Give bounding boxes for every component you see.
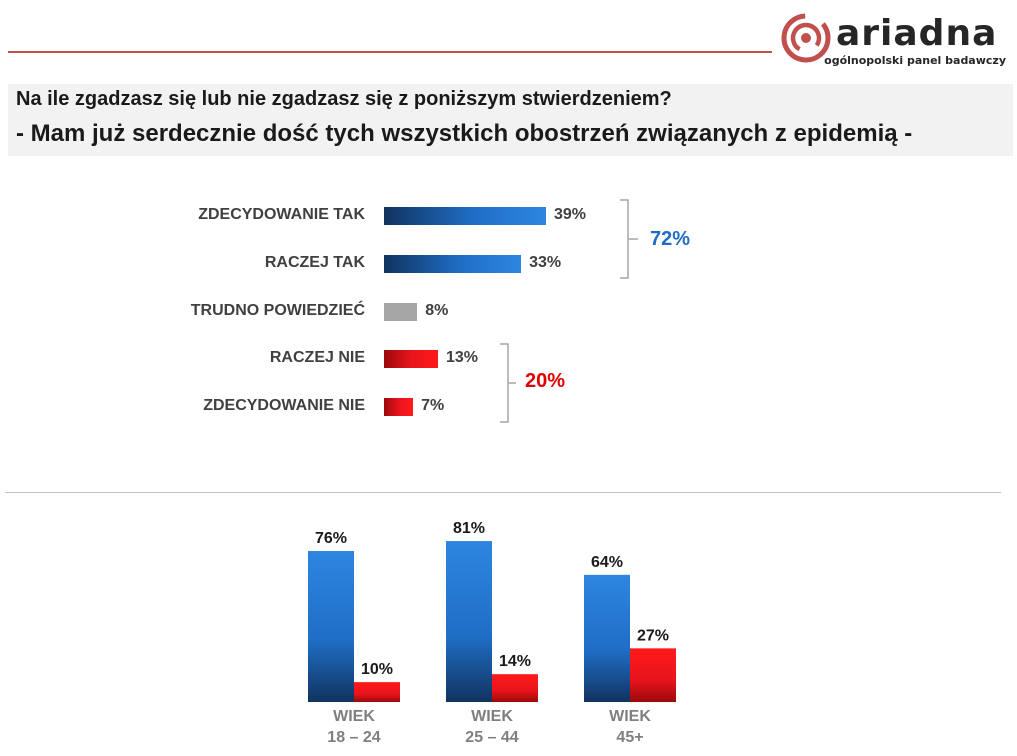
- age-group-label: WIEK 45+: [575, 706, 685, 748]
- age-group-label: WIEK 25 – 44: [437, 706, 547, 748]
- bar-disagree: [492, 674, 538, 702]
- row-label: TRUDNO POWIEDZIEĆ: [190, 302, 365, 319]
- row-label: ZDECYDOWANIE NIE: [203, 397, 365, 414]
- bracket-agree: [620, 199, 638, 279]
- row-label: RACZEJ NIE: [269, 349, 365, 366]
- bar-value-label: 10%: [361, 661, 393, 678]
- bar-value-label: 64%: [591, 554, 623, 571]
- logo-wordmark: ariadna: [836, 13, 998, 54]
- bar-value-label: 14%: [499, 653, 531, 670]
- age-group-label-prefix: WIEK: [333, 708, 375, 725]
- bar-value-label: 81%: [453, 520, 485, 537]
- bracket-disagree: [500, 343, 516, 423]
- hbar: [384, 207, 546, 225]
- hbar: [384, 303, 418, 321]
- hbar-value-label: 8%: [425, 302, 449, 319]
- section-divider: [5, 492, 1001, 493]
- hbar: [384, 350, 438, 368]
- row-label: RACZEJ TAK: [264, 254, 365, 271]
- bar-disagree: [354, 682, 400, 702]
- age-group-label-range: 25 – 44: [465, 729, 519, 746]
- summary-brackets: [500, 199, 638, 423]
- hbar-value-label: 7%: [421, 397, 445, 414]
- logo-tagline: ogólnopolski panel badawczy: [824, 54, 1006, 67]
- question-text: Na ile zgadzasz się lub nie zgadzasz się…: [16, 88, 672, 110]
- age-group-label-range: 18 – 24: [327, 729, 381, 746]
- bar-agree: [584, 574, 630, 702]
- age-group-label-prefix: WIEK: [609, 708, 651, 725]
- bar-value-label: 76%: [315, 530, 347, 547]
- ariadna-logo: ariadna ogólnopolski panel badawczy: [780, 10, 1012, 72]
- age-group-label: WIEK 18 – 24: [299, 706, 409, 748]
- age-group-label-prefix: WIEK: [471, 708, 513, 725]
- age-group-label-range: 45+: [616, 729, 644, 746]
- bar-agree: [308, 551, 354, 702]
- hbar-value-label: 39%: [554, 206, 587, 223]
- row-label: ZDECYDOWANIE TAK: [198, 206, 365, 223]
- hbar: [384, 398, 414, 416]
- summary-agree-total: 72%: [650, 228, 691, 250]
- question-box: Na ile zgadzasz się lub nie zgadzasz się…: [8, 84, 1013, 156]
- hbar: [384, 255, 522, 273]
- bar-value-label: 27%: [637, 627, 669, 644]
- ariadna-spiral-logo-icon: [781, 13, 831, 63]
- statement-text: - Mam już serdecznie dość tych wszystkic…: [16, 120, 913, 147]
- summary-disagree-total: 20%: [525, 370, 566, 392]
- hbar-value-label: 13%: [446, 349, 479, 366]
- bar-agree: [446, 541, 492, 702]
- header-divider-line: [8, 51, 772, 53]
- age-group-bar-chart: 76% 10% 81% 14% 64% 27%: [308, 520, 676, 702]
- bar-disagree: [630, 648, 676, 702]
- hbar-value-label: 33%: [529, 254, 562, 271]
